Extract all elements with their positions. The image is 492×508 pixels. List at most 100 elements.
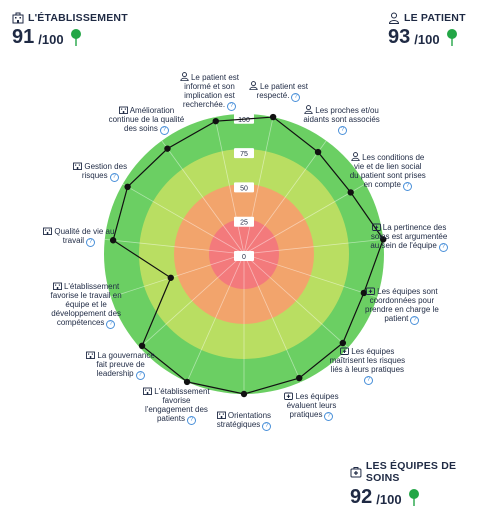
data-point [296, 374, 303, 382]
axis-label: La gouvernance fait preuve de leadership… [82, 350, 160, 381]
score-value: 92 [350, 486, 373, 508]
building-icon [216, 411, 226, 419]
tick-bg [234, 148, 254, 159]
score-value: 93 [388, 26, 411, 48]
help-icon[interactable]: ? [109, 172, 119, 182]
axis-label-text: Le patient est respecté. [256, 82, 309, 101]
score-title: LES ÉQUIPES DE SOINS [365, 460, 457, 484]
building-icon [86, 351, 96, 360]
data-line [112, 116, 384, 395]
score-equipes: LES ÉQUIPES DE SOINS 92 /100 [350, 460, 492, 507]
data-point [167, 274, 174, 281]
help-icon[interactable]: ? [324, 411, 334, 421]
data-point [240, 390, 248, 398]
axis-label: Le patient est respecté.? [240, 81, 318, 103]
axis-label: Gestion des risques? [61, 161, 139, 182]
axis-label: Le patient est informé et son implicatio… [170, 72, 248, 112]
score-value: 91 [12, 26, 35, 48]
spoke [243, 253, 349, 348]
building-icon [12, 12, 24, 24]
building-icon [143, 387, 153, 396]
data-point [183, 378, 191, 386]
spoke [243, 140, 327, 255]
tick-label: 75 [240, 151, 248, 158]
spoke [104, 238, 245, 255]
axis-label-text: Les équipes évaluent leurs pratiques [286, 391, 339, 419]
help-icon[interactable]: ? [291, 93, 301, 103]
map-pin-icon [70, 29, 81, 46]
spoke [243, 253, 378, 298]
tick-bg [234, 251, 254, 261]
tick-label: 100 [238, 117, 250, 124]
person-icon [304, 104, 313, 114]
spoke [243, 238, 384, 255]
axis-label-text: Les conditions de vie et de lien social … [349, 152, 426, 189]
data-point [380, 236, 387, 243]
axis-label-text: Les équipes maîtrisent les risques liés … [329, 346, 406, 374]
spoke [186, 253, 245, 383]
axis-label-text: Gestion des risques [81, 161, 128, 180]
help-icon[interactable]: ? [338, 125, 348, 135]
person-icon [388, 12, 400, 24]
data-point [339, 339, 347, 347]
help-icon[interactable]: ? [438, 242, 448, 252]
data-point [360, 289, 368, 297]
tick-label: 0 [242, 254, 246, 261]
help-icon[interactable]: ? [106, 320, 116, 330]
medical-kit-icon [371, 223, 381, 231]
axis-label: Les proches et/ou aidants sont associés? [303, 104, 381, 135]
axis-label: L'établissement favorise le travail en é… [47, 281, 125, 330]
axis-label: Amélioration continue de la qualité des … [107, 105, 185, 135]
axis-label: Les équipes sont coordonnées pour prendr… [363, 286, 441, 325]
medical-kit-icon [284, 392, 294, 400]
spoke [122, 183, 245, 255]
building-icon [118, 106, 128, 114]
tick-bg [234, 216, 254, 227]
score-patient: LE PATIENT 93 /100 [388, 12, 466, 47]
spoke [139, 253, 245, 348]
help-icon[interactable]: ? [227, 102, 237, 112]
help-icon[interactable]: ? [186, 416, 196, 426]
data-point [109, 237, 117, 244]
score-etablissement: L'ÉTABLISSEMENT 91 /100 [12, 12, 128, 47]
score-max: /100 [414, 32, 440, 47]
help-icon[interactable]: ? [410, 315, 420, 325]
score-max: /100 [38, 32, 64, 47]
spoke [110, 253, 245, 298]
score-title: L'ÉTABLISSEMENT [28, 12, 128, 24]
axis-label: Les équipes maîtrisent les risques liés … [328, 346, 406, 385]
help-icon[interactable]: ? [159, 125, 169, 135]
map-pin-icon [446, 29, 457, 46]
medical-kit-icon [366, 287, 376, 295]
help-icon[interactable]: ? [402, 181, 412, 191]
help-icon[interactable]: ? [262, 421, 272, 431]
data-point [314, 148, 322, 156]
axis-label: La pertinence des soins est argumentée a… [370, 222, 448, 252]
axis-label-text: La gouvernance fait preuve de leadership [96, 351, 155, 379]
help-icon[interactable]: ? [363, 375, 373, 385]
spoke [214, 116, 245, 255]
data-point [124, 183, 131, 190]
score-max: /100 [376, 492, 402, 507]
axis-label: Orientations stratégiques? [205, 410, 283, 431]
axis-label-text: L'établissement favorise le travail en é… [50, 282, 122, 328]
data-point [164, 145, 171, 152]
map-pin-icon [408, 489, 419, 506]
spoke [243, 183, 366, 255]
person-icon [351, 151, 360, 161]
help-icon[interactable]: ? [135, 371, 145, 381]
building-icon [52, 282, 62, 291]
help-icon[interactable]: ? [86, 238, 96, 248]
data-point [138, 342, 146, 350]
axis-label: Qualité de vie au travail? [40, 226, 118, 248]
axis-label: Les équipes évaluent leurs pratiques? [273, 391, 351, 421]
axis-label-text: Les équipes sont coordonnées pour prendr… [364, 286, 439, 323]
axis-label-text: Les proches et/ou aidants sont associés [303, 105, 380, 124]
axis-label-text: Amélioration continue de la qualité des … [108, 105, 185, 133]
axis-label-text: L'établissement favorise l'engagement de… [145, 387, 210, 424]
spoke [243, 253, 302, 383]
data-point [212, 117, 219, 125]
person-icon [249, 81, 258, 91]
score-title: LE PATIENT [404, 12, 466, 24]
